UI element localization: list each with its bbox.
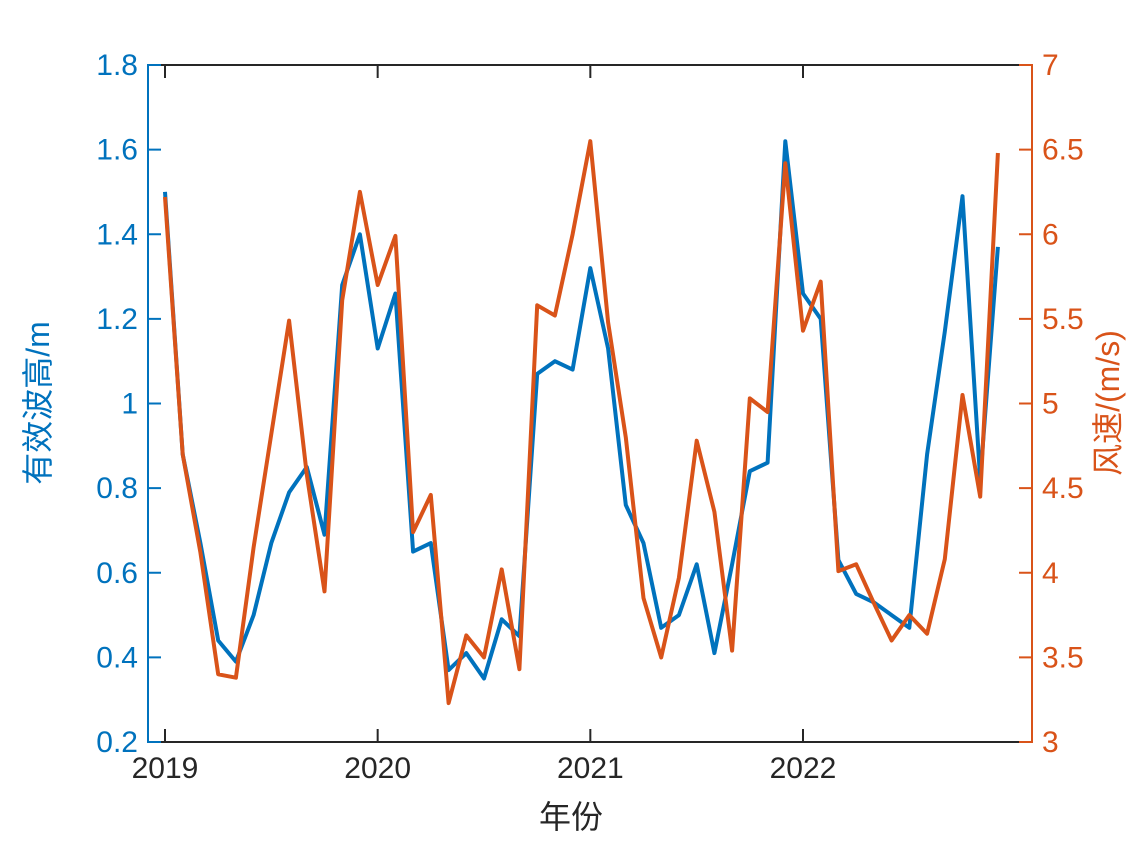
right-tick-label: 3.5 [1042, 641, 1084, 674]
left-y-axis-label: 有效波高/m [20, 321, 56, 485]
x-axis-ticks-and-labels: 2019 2020 2021 2022 [132, 65, 837, 785]
right-tick-label: 6.5 [1042, 134, 1084, 167]
right-tick-label: 5 [1042, 388, 1059, 421]
right-tick-label: 6 [1042, 218, 1059, 251]
x-tick-label: 2021 [557, 752, 624, 785]
right-axis-ticks-and-labels: 3 3.5 4 4.5 5 5.5 6 6.5 7 [1019, 49, 1084, 759]
right-y-axis-label: 风速/(m/s) [1090, 330, 1126, 476]
left-tick-label: 1.2 [96, 303, 138, 336]
series-lines [163, 139, 1000, 706]
left-tick-label: 0.6 [96, 557, 138, 590]
left-tick-label: 0.8 [96, 472, 138, 505]
x-tick-label: 2019 [132, 752, 199, 785]
x-axis-label: 年份 [538, 799, 603, 835]
x-tick-label: 2022 [770, 752, 837, 785]
right-tick-label: 3 [1042, 726, 1059, 759]
left-tick-label: 0.4 [96, 641, 138, 674]
series-line-wind-speed [163, 139, 1000, 706]
left-tick-label: 1 [121, 388, 138, 421]
right-tick-label: 7 [1042, 49, 1059, 82]
axes-box [147, 64, 1033, 743]
left-tick-label: 1.8 [96, 49, 138, 82]
right-tick-label: 4 [1042, 557, 1059, 590]
x-tick-label: 2020 [344, 752, 411, 785]
left-tick-label: 0.2 [96, 726, 138, 759]
right-tick-label: 5.5 [1042, 303, 1084, 336]
left-tick-label: 1.4 [96, 218, 138, 251]
right-tick-label: 4.5 [1042, 472, 1084, 505]
left-axis-ticks-and-labels: 0.2 0.4 0.6 0.8 1 1.2 1.4 1.6 1.8 [96, 49, 161, 759]
left-tick-label: 1.6 [96, 134, 138, 167]
series-line-wave-height [163, 139, 1000, 681]
